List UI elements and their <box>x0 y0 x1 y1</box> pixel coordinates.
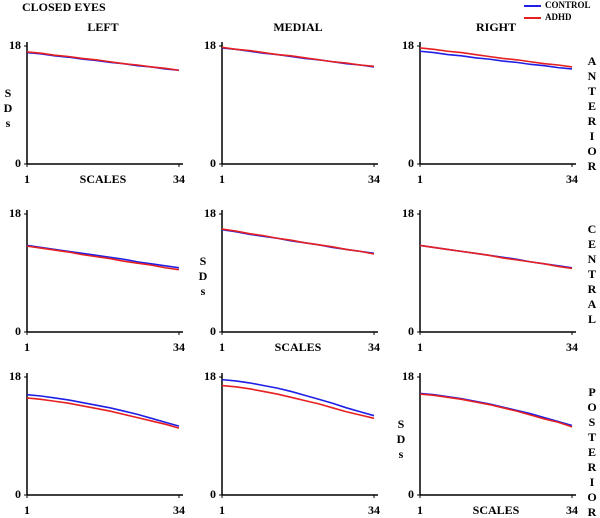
series-line <box>26 393 180 427</box>
x-tick-label: 34 <box>368 172 380 186</box>
row-label: CENTRAL <box>585 222 599 327</box>
y-tick-label: 18 <box>9 38 21 52</box>
y-tick-label: 0 <box>210 324 216 338</box>
y-tick-label: 0 <box>210 156 216 170</box>
y-tick-label: 18 <box>9 206 21 220</box>
y-axis-label: SDs <box>394 417 408 462</box>
x-tick-label: 1 <box>219 340 225 354</box>
panel-title: MEDIAL <box>273 20 322 34</box>
series-line <box>26 397 180 429</box>
y-tick-label: 18 <box>9 369 21 383</box>
x-tick-label: 1 <box>24 340 30 354</box>
x-tick-label: 1 <box>417 503 423 517</box>
y-tick-label: 0 <box>210 487 216 501</box>
x-tick-label: 34 <box>566 340 578 354</box>
y-axis-label: SDs <box>196 254 210 299</box>
x-tick-label: 1 <box>417 340 423 354</box>
y-tick-label: 0 <box>408 324 414 338</box>
y-tick-label: 18 <box>204 38 216 52</box>
series-line <box>419 50 573 70</box>
y-tick-label: 18 <box>402 38 414 52</box>
y-tick-label: 18 <box>204 369 216 383</box>
row-label: ANTERIOR <box>585 54 599 174</box>
panel-title: RIGHT <box>476 20 516 34</box>
x-tick-label: 34 <box>368 503 380 517</box>
x-tick-label: 1 <box>417 172 423 186</box>
x-axis-label: SCALES <box>473 503 520 517</box>
legend-label: ADHD <box>545 12 572 22</box>
y-tick-label: 18 <box>402 206 414 220</box>
x-tick-label: 34 <box>173 340 185 354</box>
x-tick-label: 34 <box>566 503 578 517</box>
series-line <box>419 393 573 428</box>
x-tick-label: 34 <box>173 172 185 186</box>
figure-title: CLOSED EYES <box>22 0 106 14</box>
x-tick-label: 34 <box>368 340 380 354</box>
y-tick-label: 0 <box>408 487 414 501</box>
y-tick-label: 18 <box>402 369 414 383</box>
y-tick-label: 0 <box>15 156 21 170</box>
series-line <box>221 378 375 417</box>
series-line <box>419 47 573 68</box>
series-line <box>26 245 180 271</box>
series-line <box>221 46 375 68</box>
x-tick-label: 1 <box>219 503 225 517</box>
series-line <box>419 244 573 270</box>
panel-title: LEFT <box>87 20 118 34</box>
y-tick-label: 0 <box>408 156 414 170</box>
series-line <box>221 228 375 255</box>
y-tick-label: 18 <box>204 206 216 220</box>
series-line <box>26 51 180 72</box>
y-axis-label: SDs <box>1 86 15 131</box>
x-tick-label: 1 <box>24 503 30 517</box>
series-line <box>221 384 375 420</box>
legend-label: CONTROL <box>545 0 591 10</box>
x-axis-label: SCALES <box>80 172 127 186</box>
x-axis-label: SCALES <box>275 340 322 354</box>
x-tick-label: 1 <box>24 172 30 186</box>
x-tick-label: 34 <box>566 172 578 186</box>
y-tick-label: 0 <box>15 324 21 338</box>
row-label: POSTERIOR <box>585 385 599 518</box>
x-tick-label: 34 <box>173 503 185 517</box>
x-tick-label: 1 <box>219 172 225 186</box>
y-tick-label: 0 <box>15 487 21 501</box>
